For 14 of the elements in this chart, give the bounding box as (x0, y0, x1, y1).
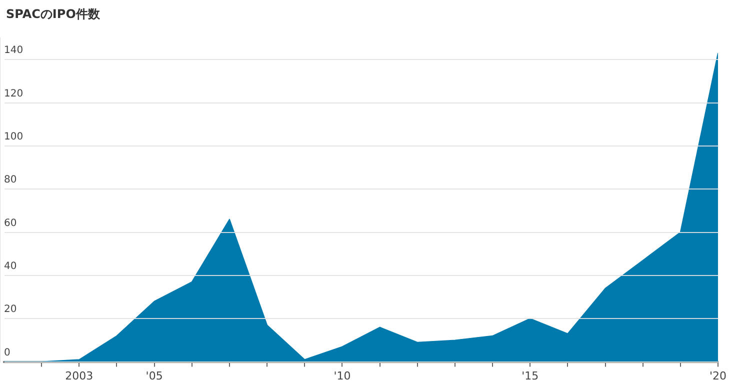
y-tick-label: 80 (4, 174, 17, 186)
chart-title: SPACのIPO件数 (6, 6, 100, 23)
y-tick-label: 40 (4, 261, 17, 272)
x-tick-label: '20 (709, 369, 727, 382)
y-tick-label: 60 (4, 218, 17, 229)
x-tick-label: '15 (522, 369, 539, 382)
x-tick-label: 2003 (65, 369, 94, 382)
y-tick-label: 100 (4, 132, 24, 143)
y-tick-label: 120 (4, 88, 24, 100)
y-tick-label: 20 (4, 304, 17, 316)
y-tick-label: 140 (4, 45, 24, 56)
x-tick-label: '10 (334, 369, 351, 382)
x-tick-label: '05 (146, 369, 163, 382)
y-tick-label: 0 (4, 347, 10, 358)
